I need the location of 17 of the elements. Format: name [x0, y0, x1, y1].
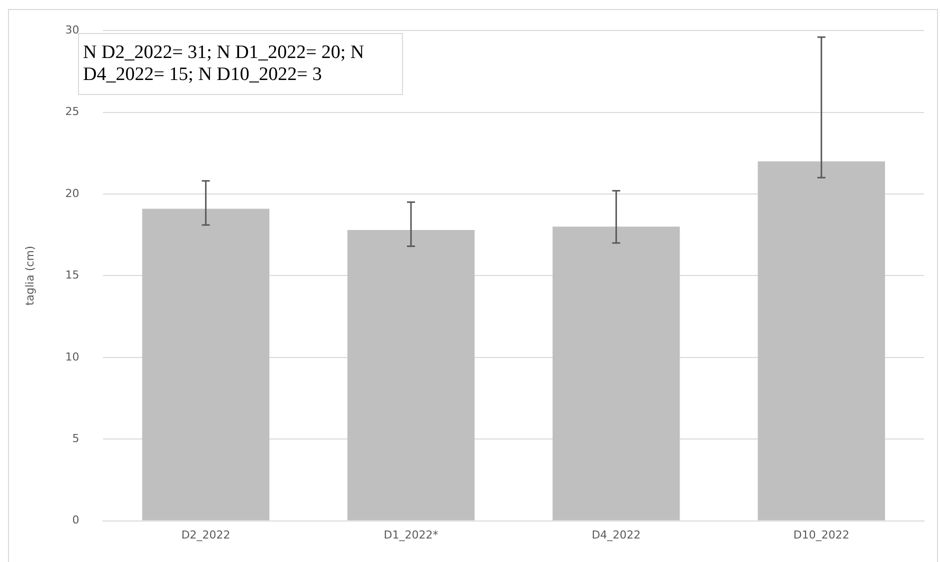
y-tick-label: 10 — [65, 350, 80, 364]
x-tick-label: D10_2022 — [793, 528, 850, 542]
y-tick-label: 20 — [65, 186, 80, 200]
y-tick-label: 0 — [72, 514, 80, 527]
x-tick-label: D1_2022* — [384, 528, 439, 542]
x-tick-label: D2_2022 — [181, 528, 230, 542]
y-tick-label: 25 — [65, 105, 80, 118]
bar — [758, 161, 886, 520]
y-tick-label: 5 — [72, 432, 80, 445]
bar — [142, 208, 270, 520]
y-tick-label: 30 — [65, 23, 80, 36]
bar — [552, 226, 680, 520]
bar — [347, 230, 475, 520]
y-axis-title: taglia (cm) — [23, 246, 36, 306]
annotation: N D2_2022= 31; N D1_2022= 20; N D4_2022= 15; N D10_2022= 3 — [78, 33, 403, 95]
x-tick-label: D4_2022 — [592, 528, 641, 542]
y-tick-label: 15 — [65, 268, 80, 282]
